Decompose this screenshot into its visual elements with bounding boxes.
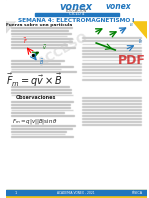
Bar bbox=[82, 56, 141, 57]
Text: $\theta$: $\theta$ bbox=[35, 49, 40, 56]
Bar bbox=[82, 50, 141, 51]
Bar bbox=[11, 104, 64, 105]
Bar bbox=[11, 101, 63, 102]
Text: CICLO 4: CICLO 4 bbox=[69, 12, 84, 16]
Bar bbox=[82, 63, 141, 64]
Bar bbox=[82, 106, 141, 107]
Text: EDUCACIÓN: EDUCACIÓN bbox=[66, 9, 87, 13]
Bar bbox=[35, 12, 119, 16]
Text: SEMANA 4: ELECTROMAGNETISMO I: SEMANA 4: ELECTROMAGNETISMO I bbox=[18, 17, 135, 23]
Bar bbox=[6, 190, 148, 198]
Bar bbox=[11, 89, 75, 90]
Bar bbox=[11, 128, 69, 129]
Bar bbox=[11, 136, 74, 137]
Text: FÍSICA: FÍSICA bbox=[131, 190, 143, 194]
Bar bbox=[82, 97, 141, 98]
Text: vonex: vonex bbox=[106, 2, 131, 10]
Bar bbox=[82, 100, 141, 101]
Bar bbox=[11, 109, 66, 110]
Bar bbox=[11, 133, 72, 134]
Text: Fuerza sobre una partícula: Fuerza sobre una partícula bbox=[6, 23, 72, 27]
Bar bbox=[82, 40, 141, 41]
Polygon shape bbox=[115, 0, 148, 38]
Bar bbox=[11, 115, 68, 116]
Text: $\vec{v}$: $\vec{v}$ bbox=[42, 43, 47, 52]
Bar bbox=[82, 118, 141, 119]
Bar bbox=[82, 112, 141, 113]
Bar bbox=[11, 131, 67, 132]
Polygon shape bbox=[6, 0, 33, 33]
Bar bbox=[11, 41, 76, 42]
Bar bbox=[6, 0, 148, 20]
Bar bbox=[11, 66, 70, 67]
Bar bbox=[11, 44, 66, 45]
Bar bbox=[82, 124, 141, 125]
Text: 1: 1 bbox=[14, 190, 17, 194]
Bar bbox=[11, 35, 69, 36]
Bar bbox=[82, 37, 141, 38]
Bar bbox=[11, 107, 71, 108]
Bar bbox=[82, 103, 141, 104]
Text: $\vec{B}$: $\vec{B}$ bbox=[39, 57, 44, 67]
Text: $\vec{F}_m = q\vec{v} \times \vec{B}$: $\vec{F}_m = q\vec{v} \times \vec{B}$ bbox=[6, 71, 63, 89]
Text: $\vec{F}$: $\vec{F}$ bbox=[23, 36, 28, 46]
Bar bbox=[82, 109, 141, 110]
Bar bbox=[11, 63, 77, 64]
Bar bbox=[11, 86, 73, 87]
Bar bbox=[11, 30, 66, 31]
Text: $\vec{B}$: $\vec{B}$ bbox=[138, 37, 143, 46]
Bar bbox=[11, 71, 65, 72]
Bar bbox=[82, 121, 141, 122]
Bar bbox=[82, 72, 141, 73]
Bar bbox=[11, 60, 60, 61]
Bar bbox=[82, 66, 141, 67]
Text: PDF: PDF bbox=[118, 53, 146, 67]
Text: vonex: vonex bbox=[60, 2, 93, 12]
Bar bbox=[11, 112, 69, 113]
Bar bbox=[6, 190, 148, 195]
Bar bbox=[11, 94, 73, 95]
Text: Observaciones: Observaciones bbox=[15, 95, 56, 100]
Bar bbox=[11, 92, 68, 93]
Text: $F_m = q|v||B|\sin\theta$: $F_m = q|v||B|\sin\theta$ bbox=[12, 116, 57, 126]
Bar bbox=[11, 38, 74, 39]
Bar bbox=[82, 115, 141, 116]
Text: ACADEMIA VONEX - 2021: ACADEMIA VONEX - 2021 bbox=[58, 190, 95, 194]
Text: B: B bbox=[130, 23, 133, 27]
Bar bbox=[82, 79, 141, 80]
Bar bbox=[82, 47, 141, 48]
Bar bbox=[82, 53, 141, 54]
Bar bbox=[11, 125, 65, 126]
Bar bbox=[11, 27, 65, 28]
Text: ACCESO: ACCESO bbox=[35, 30, 90, 70]
Bar bbox=[11, 47, 71, 48]
Bar bbox=[11, 33, 73, 34]
Bar bbox=[82, 69, 141, 70]
